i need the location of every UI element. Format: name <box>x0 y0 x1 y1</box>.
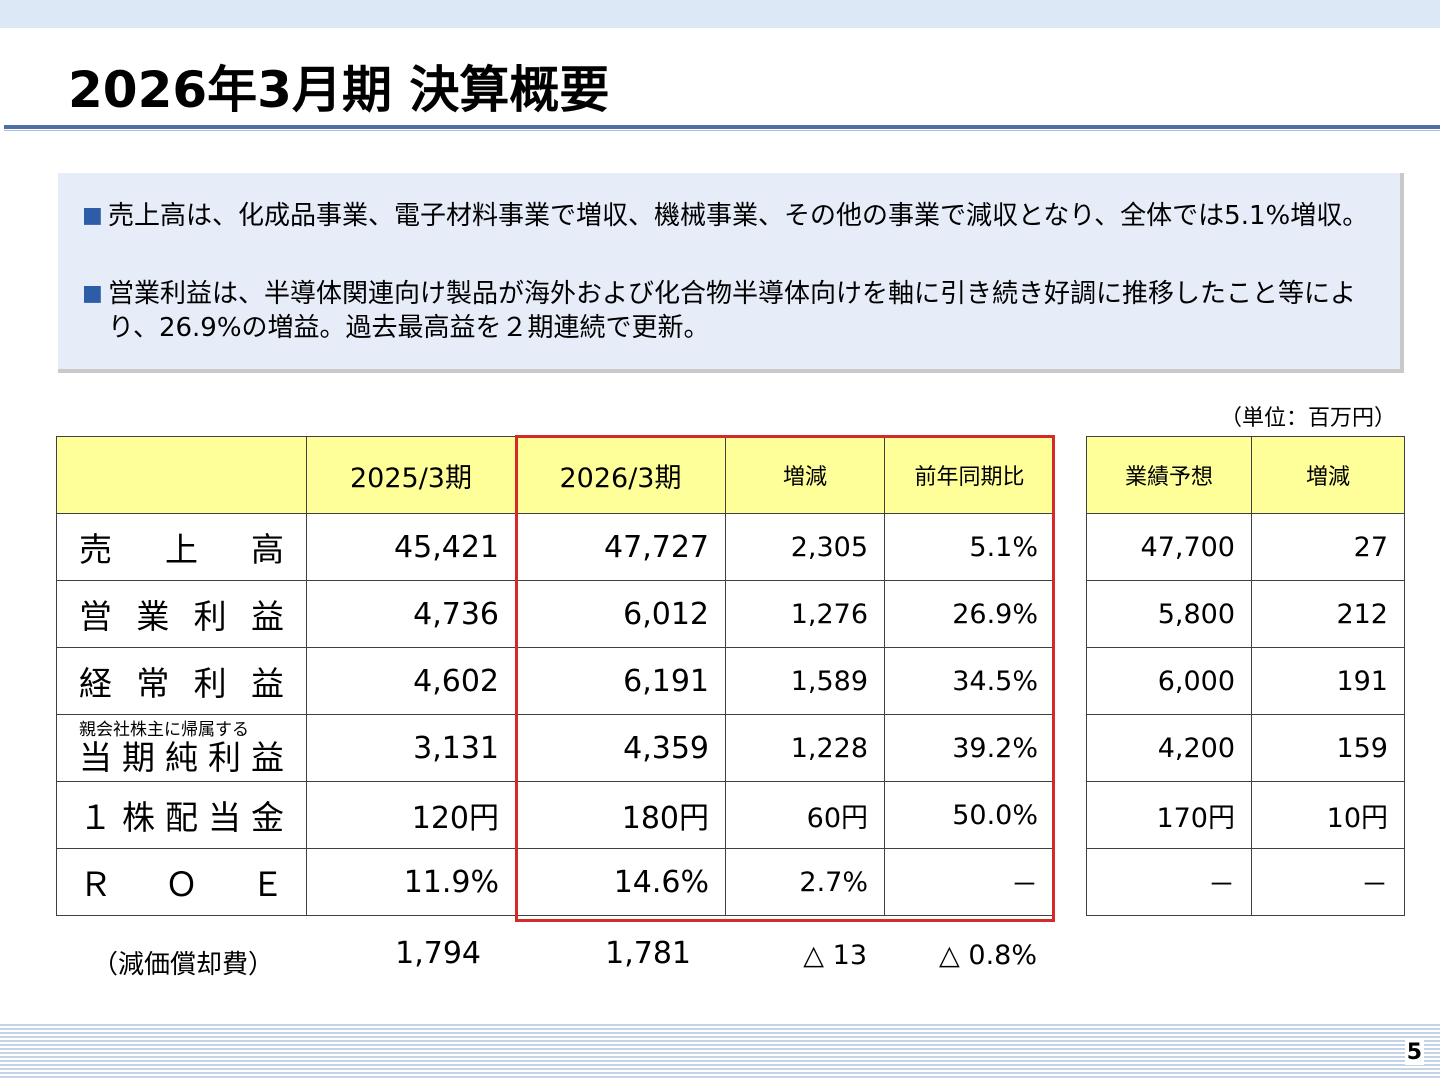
header-blank <box>56 436 307 514</box>
summary-bullet-2: ■ 営業利益は、半導体関連向け製品が海外および化合物半導体向けを軸に引き続き好調… <box>82 277 1372 345</box>
table-row: 5,800 212 <box>1086 580 1405 648</box>
cell-forecast-change: 212 <box>1251 580 1405 648</box>
cell-curr: 14.6% <box>515 848 726 916</box>
cell-forecast: 4,200 <box>1086 714 1252 782</box>
summary-text-2: 営業利益は、半導体関連向け製品が海外および化合物半導体向けを軸に引き続き好調に推… <box>108 279 1357 343</box>
header-prev-period: 2025/3期 <box>306 436 516 514</box>
cell-change: 60円 <box>725 781 885 849</box>
row-label: 親会社株主に帰属する 当期純利益 <box>56 714 307 782</box>
cell-prev: 4,736 <box>306 580 516 648</box>
depreciation-label: （減価償却費） <box>92 950 275 980</box>
cell-forecast: － <box>1086 848 1252 916</box>
cell-forecast-change: － <box>1251 848 1405 916</box>
title-divider-thin <box>4 130 1440 131</box>
cell-prev: 3,131 <box>306 714 516 782</box>
cell-curr: 6,012 <box>515 580 726 648</box>
row-label: 売上高 <box>56 513 307 581</box>
cell-prev: 11.9% <box>306 848 516 916</box>
table-row: 親会社株主に帰属する 当期純利益 3,131 4,359 1,228 39.2% <box>56 714 1055 782</box>
table-row: 経常利益 4,602 6,191 1,589 34.5% <box>56 647 1055 715</box>
forecast-header-row: 業績予想 増減 <box>1086 436 1405 514</box>
cell-forecast: 6,000 <box>1086 647 1252 715</box>
row-label: 営業利益 <box>56 580 307 648</box>
cell-curr: 47,727 <box>515 513 726 581</box>
cell-change: 1,228 <box>725 714 885 782</box>
cell-forecast: 170円 <box>1086 781 1252 849</box>
depreciation-change: △ 13 <box>803 940 867 971</box>
cell-forecast-change: 159 <box>1251 714 1405 782</box>
cell-curr: 180円 <box>515 781 726 849</box>
cell-yoy: － <box>884 848 1055 916</box>
cell-forecast-change: 191 <box>1251 647 1405 715</box>
cell-change: 2.7% <box>725 848 885 916</box>
unit-label: （単位：百万円） <box>1220 406 1397 431</box>
header-change: 増減 <box>725 436 885 514</box>
forecast-table: 業績予想 増減 47,700 27 5,800 212 6,000 191 4,… <box>1086 436 1405 916</box>
top-band <box>0 0 1440 28</box>
summary-bullet-1: ■ 売上高は、化成品事業、電子材料事業で増収、機械事業、その他の事業で減収となり… <box>82 199 1372 233</box>
depreciation-yoy: △ 0.8% <box>939 940 1037 971</box>
cell-forecast: 47,700 <box>1086 513 1252 581</box>
table-row: 170円 10円 <box>1086 781 1405 849</box>
label-operating-income: 営業利益 <box>79 597 284 636</box>
header-forecast: 業績予想 <box>1086 436 1252 514</box>
depreciation-prev: 1,794 <box>395 936 481 971</box>
cell-yoy: 50.0% <box>884 781 1055 849</box>
cell-prev: 120円 <box>306 781 516 849</box>
cell-yoy: 34.5% <box>884 647 1055 715</box>
cell-change: 1,276 <box>725 580 885 648</box>
label-ordinary-income: 経常利益 <box>79 664 284 703</box>
label-net-income: 親会社株主に帰属する 当期純利益 <box>73 720 290 775</box>
summary-box: ■ 売上高は、化成品事業、電子材料事業で増収、機械事業、その他の事業で減収となり… <box>58 173 1404 373</box>
cell-forecast-change: 27 <box>1251 513 1405 581</box>
cell-yoy: 5.1% <box>884 513 1055 581</box>
results-header-row: 2025/3期 2026/3期 増減 前年同期比 <box>56 436 1055 514</box>
table-row: 4,200 159 <box>1086 714 1405 782</box>
square-bullet-icon: ■ <box>82 203 103 228</box>
cell-forecast: 5,800 <box>1086 580 1252 648</box>
depreciation-curr: 1,781 <box>605 936 691 971</box>
label-net-income-sub: 親会社株主に帰属する <box>79 720 249 740</box>
cell-yoy: 26.9% <box>884 580 1055 648</box>
title-divider <box>4 125 1440 129</box>
cell-change: 1,589 <box>725 647 885 715</box>
footer-band <box>0 1024 1440 1080</box>
table-row: 営業利益 4,736 6,012 1,276 26.9% <box>56 580 1055 648</box>
cell-prev: 45,421 <box>306 513 516 581</box>
cell-prev: 4,602 <box>306 647 516 715</box>
cell-curr: 6,191 <box>515 647 726 715</box>
page-number: 5 <box>1404 1040 1424 1065</box>
cell-curr: 4,359 <box>515 714 726 782</box>
cell-yoy: 39.2% <box>884 714 1055 782</box>
header-forecast-change: 増減 <box>1251 436 1405 514</box>
cell-forecast-change: 10円 <box>1251 781 1405 849</box>
cell-change: 2,305 <box>725 513 885 581</box>
summary-text-1: 売上高は、化成品事業、電子材料事業で増収、機械事業、その他の事業で減収となり、全… <box>108 201 1369 231</box>
header-current-period: 2026/3期 <box>515 436 726 514</box>
header-yoy: 前年同期比 <box>884 436 1055 514</box>
label-sales: 売上高 <box>79 530 284 569</box>
table-row: 6,000 191 <box>1086 647 1405 715</box>
table-row: 47,700 27 <box>1086 513 1405 581</box>
table-row: 売上高 45,421 47,727 2,305 5.1% <box>56 513 1055 581</box>
row-label: 経常利益 <box>56 647 307 715</box>
page-title: 2026年3月期 決算概要 <box>68 61 610 119</box>
square-bullet-icon: ■ <box>82 281 103 306</box>
table-row: － － <box>1086 848 1405 916</box>
results-table: 2025/3期 2026/3期 増減 前年同期比 売上高 45,421 47,7… <box>56 436 1055 916</box>
